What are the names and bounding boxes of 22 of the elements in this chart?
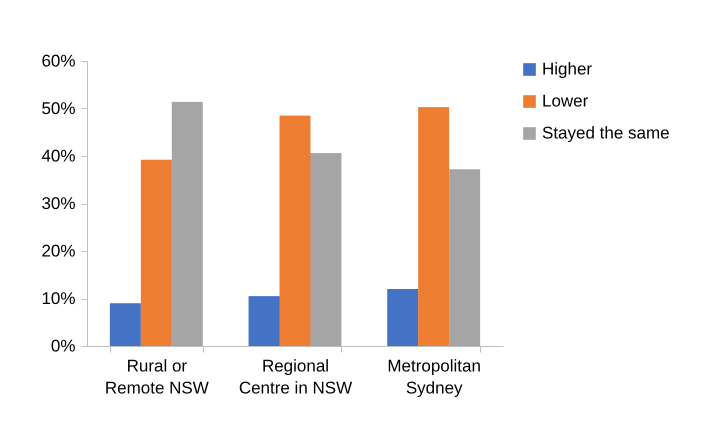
bar (310, 153, 342, 346)
bar (387, 289, 418, 346)
legend-label: Lower (542, 92, 589, 110)
bar (418, 107, 450, 346)
legend-label: Stayed the same (542, 124, 670, 142)
bar (449, 169, 480, 346)
y-tick-label: 50% (41, 99, 76, 118)
legend-label: Higher (542, 60, 592, 78)
bar (248, 296, 280, 346)
y-tick-label: 10% (41, 289, 76, 308)
y-tick-label: 30% (41, 194, 76, 213)
y-tick-label: 0% (50, 336, 76, 356)
bar (172, 102, 203, 346)
x-tick-label: Metropolitan Sydney (387, 356, 481, 398)
bar (280, 116, 310, 346)
y-tick-label: 60% (41, 52, 76, 70)
bar (110, 303, 141, 346)
x-tick-label: Regional Centre in NSW (238, 356, 352, 398)
x-tick-label: Rural or Remote NSW (104, 356, 209, 398)
bar (140, 160, 172, 346)
y-tick-label: 40% (41, 146, 76, 166)
y-tick-label: 20% (41, 242, 76, 260)
